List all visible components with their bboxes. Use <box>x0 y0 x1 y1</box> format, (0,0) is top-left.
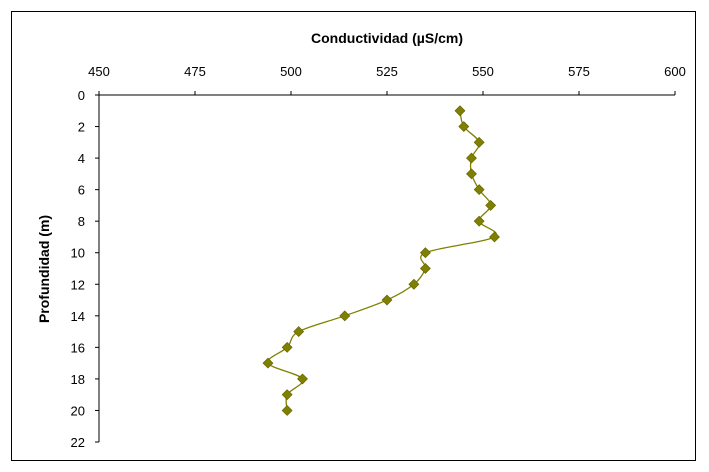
data-point-marker <box>297 373 308 385</box>
data-point-marker <box>454 105 466 117</box>
y-tick-label: 0 <box>78 88 85 103</box>
y-tick-label: 22 <box>71 435 85 450</box>
data-point-marker <box>466 152 477 164</box>
chart-frame <box>11 11 696 461</box>
y-tick-label: 20 <box>71 403 85 418</box>
y-tick-labels: 0 2 4 6 8 10 12 14 16 18 20 22 <box>71 88 85 450</box>
series-markers <box>262 105 500 416</box>
x-tick-label: 450 <box>88 64 110 79</box>
x-tick-labels: 450 475 500 525 550 575 600 <box>88 64 686 79</box>
y-axis-title: Profundidad (m) <box>36 215 52 323</box>
x-tick-label: 475 <box>184 64 206 79</box>
series-line <box>267 110 498 411</box>
axes <box>95 91 676 443</box>
data-point-marker <box>339 310 351 322</box>
data-point-marker <box>473 184 485 196</box>
x-tick-label: 550 <box>472 64 494 79</box>
data-point-marker <box>489 231 500 243</box>
data-point-marker <box>419 247 431 259</box>
data-point-marker <box>381 294 393 306</box>
data-point-marker <box>281 341 293 353</box>
x-tick-label: 575 <box>568 64 590 79</box>
y-tick-label: 4 <box>78 151 85 166</box>
y-tick-label: 6 <box>78 183 85 198</box>
data-point-marker <box>408 278 420 290</box>
data-point-marker <box>473 136 485 148</box>
x-tick-label: 525 <box>376 64 398 79</box>
y-tick-label: 14 <box>71 309 85 324</box>
data-point-marker <box>419 263 431 274</box>
x-tick-label: 600 <box>664 64 686 79</box>
y-tick-label: 8 <box>78 214 85 229</box>
data-point-marker <box>281 389 293 401</box>
y-tick-label: 10 <box>71 246 85 261</box>
data-point-marker <box>473 215 485 227</box>
data-point-marker <box>262 357 274 369</box>
x-tick-label: 500 <box>280 64 302 79</box>
data-point-marker <box>281 405 293 416</box>
y-tick-label: 12 <box>71 277 85 292</box>
data-point-marker <box>293 326 305 338</box>
y-tick-label: 2 <box>78 120 85 135</box>
data-point-marker <box>466 168 477 180</box>
y-tick-label: 16 <box>71 340 85 355</box>
data-point-marker <box>458 121 470 132</box>
y-tick-label: 18 <box>71 372 85 387</box>
data-point-marker <box>485 199 497 211</box>
x-axis-title: Conductividad (µS/cm) <box>311 30 463 46</box>
